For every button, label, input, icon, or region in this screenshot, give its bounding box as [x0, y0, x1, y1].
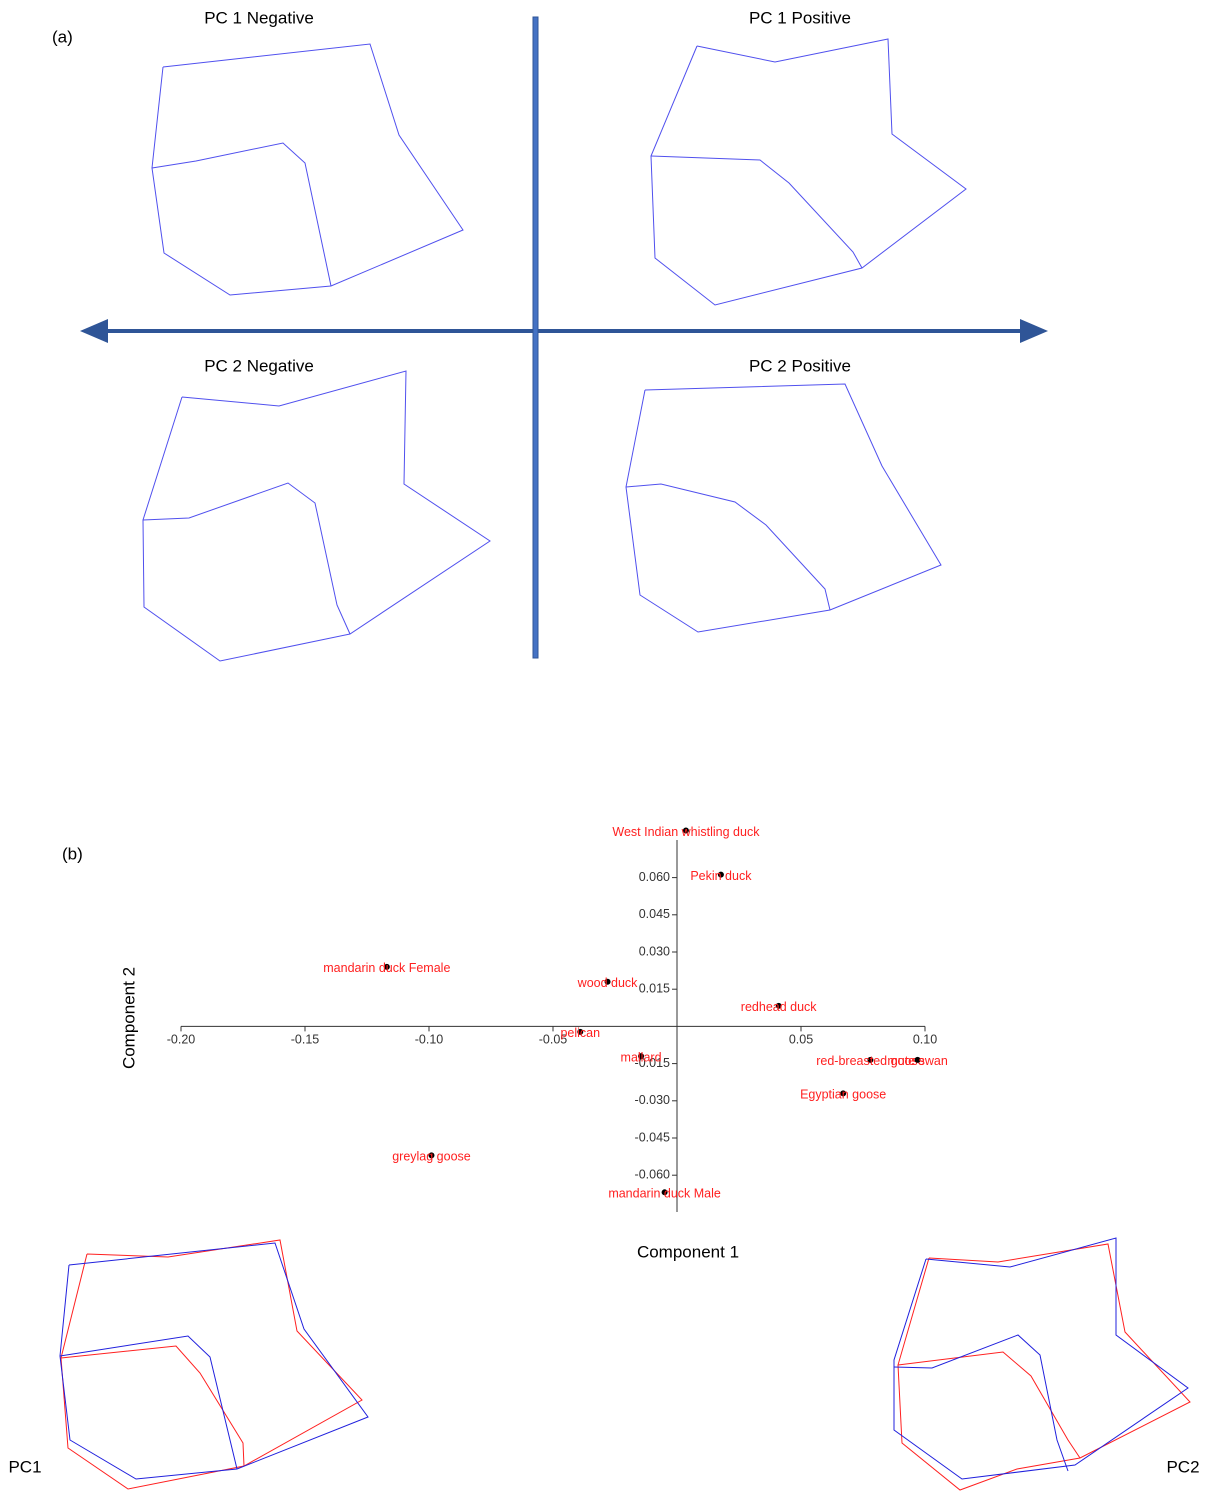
point-label: Pekin duck	[690, 869, 752, 883]
outline	[152, 143, 331, 286]
outline	[898, 1244, 1190, 1490]
x-tick-label: -0.15	[291, 1033, 320, 1047]
outline	[60, 1336, 237, 1469]
y-tick-label: 0.030	[639, 944, 670, 958]
shape-title: PC 1 Negative	[204, 8, 314, 27]
figure: (a) PC 1 Negative PC 1 Positive PC 2 Neg…	[0, 0, 1208, 1493]
y-tick-label: 0.060	[639, 870, 670, 884]
shape-title: PC 2 Negative	[204, 356, 314, 375]
y-axis-title: Component 2	[119, 967, 138, 1069]
panel-label: (a)	[52, 27, 73, 46]
outline	[143, 483, 350, 634]
outline	[60, 1243, 368, 1479]
outline	[651, 39, 966, 305]
shape-group	[143, 39, 966, 661]
overlay-label: PC1	[8, 1457, 41, 1476]
y-tick-label: -0.045	[635, 1130, 670, 1144]
y-tick-label: -0.030	[635, 1093, 670, 1107]
point-label: greylag goose	[392, 1150, 471, 1164]
point-label: wood duck	[577, 976, 639, 990]
point-label: mandarin duck Female	[323, 961, 450, 975]
x-tick-label: -0.20	[167, 1033, 196, 1047]
y-tick-label: 0.015	[639, 981, 670, 995]
y-tick-label: -0.060	[635, 1167, 670, 1181]
x-tick-label: 0.10	[913, 1033, 937, 1047]
point-label: mute swan	[887, 1054, 947, 1068]
outline	[626, 484, 830, 610]
page: {"panel_a": {"label": "(a)", "titles": […	[0, 0, 1208, 1493]
point-label: mallard	[621, 1050, 662, 1064]
outline	[651, 156, 862, 268]
point-label: mandarin duck Male	[608, 1187, 721, 1201]
outline	[626, 384, 941, 632]
x-tick-label: -0.10	[415, 1033, 444, 1047]
shape-title: PC 2 Positive	[749, 356, 851, 375]
point-label: redhead duck	[741, 1000, 818, 1014]
overlay-group	[60, 1238, 1190, 1490]
divider-bar	[533, 17, 538, 658]
outline	[152, 44, 463, 295]
shape-title: PC 1 Positive	[749, 8, 851, 27]
point-label: West Indian whistling duck	[612, 825, 760, 839]
y-tick-label: 0.045	[639, 907, 670, 921]
x-tick-label: 0.05	[789, 1033, 813, 1047]
point-label: Egyptian goose	[800, 1088, 886, 1102]
overlay-label: PC2	[1166, 1457, 1199, 1476]
outline	[61, 1346, 244, 1466]
outline	[894, 1335, 1068, 1471]
x-axis-title: Component 1	[637, 1242, 739, 1261]
panel-label: (b)	[62, 844, 83, 863]
point-label: pelican	[560, 1026, 600, 1040]
